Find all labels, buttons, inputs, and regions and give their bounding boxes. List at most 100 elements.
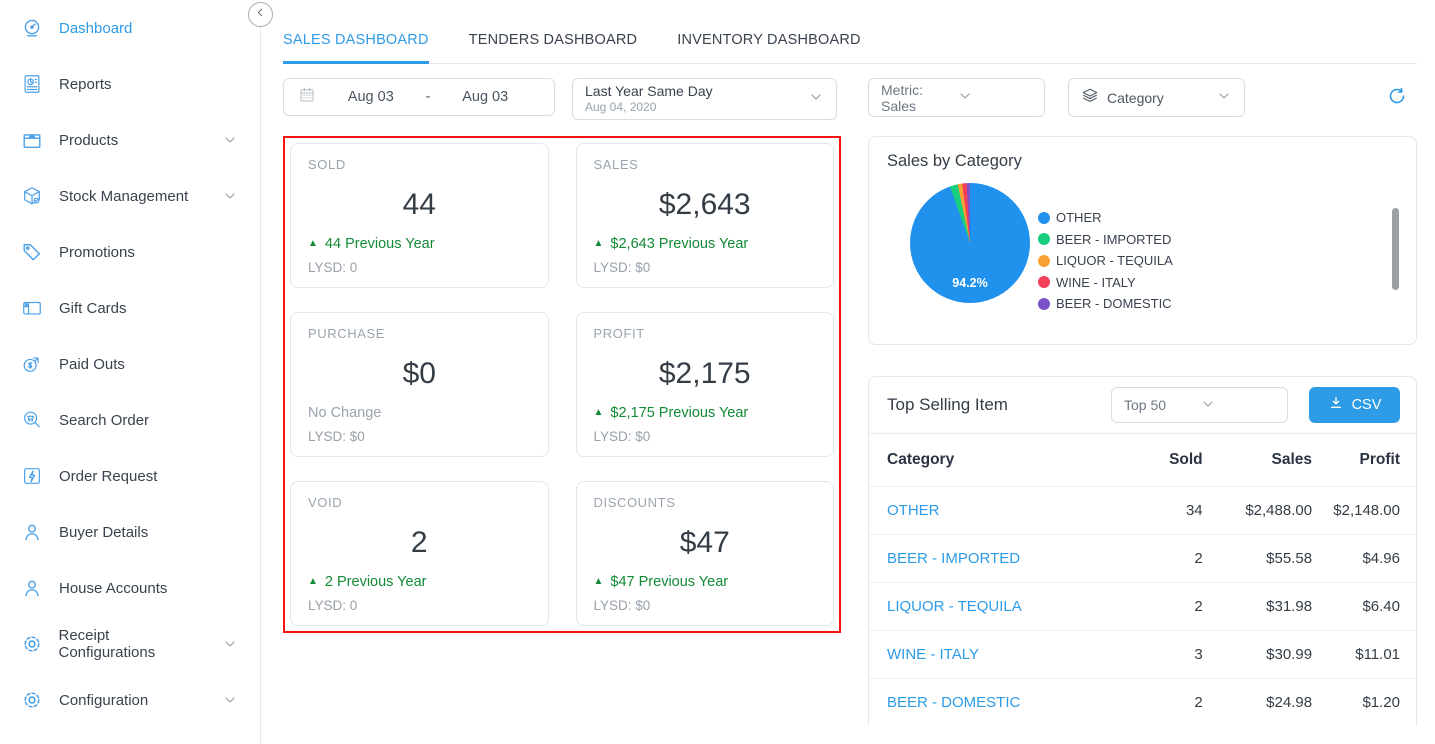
category-link[interactable]: WINE - ITALY: [887, 646, 979, 663]
kpi-delta-text: $2,175 Previous Year: [610, 405, 749, 421]
category-link[interactable]: OTHER: [887, 502, 940, 519]
top-limit-dropdown[interactable]: Top 50: [1111, 387, 1288, 423]
sidebar-item[interactable]: Gift Cards: [0, 280, 260, 336]
dashboard-tab[interactable]: INVENTORY DASHBOARD: [677, 32, 861, 48]
layers-icon: [1081, 87, 1099, 108]
dashboard-icon: [20, 16, 44, 40]
sidebar-item[interactable]: Receipt Configurations: [0, 616, 260, 672]
content-row: SOLD 44 ▲ 44 Previous Year LYSD: 0 SALES…: [283, 136, 1417, 726]
sidebar-item-label: Receipt Configurations: [58, 627, 156, 661]
metric-dropdown[interactable]: Metric: Sales: [868, 78, 1045, 117]
sidebar-item[interactable]: Reports: [0, 56, 260, 112]
legend-item[interactable]: WINE - ITALY: [1038, 272, 1173, 294]
legend-label: BEER - DOMESTIC: [1056, 296, 1172, 312]
chevron-down-icon: [957, 88, 1033, 107]
sidebar-item[interactable]: Configuration: [0, 672, 260, 728]
refresh-button[interactable]: [1387, 86, 1407, 111]
pie-slice-label: 94.2%: [952, 276, 988, 290]
gift-cards-icon: [20, 296, 44, 320]
sidebar-item-label: Dashboard: [59, 19, 133, 37]
grouping-dropdown[interactable]: Category: [1068, 78, 1245, 117]
scrollbar-thumb[interactable]: [1392, 208, 1399, 290]
sidebar-item[interactable]: Order Request: [0, 448, 260, 504]
search-order-icon: [20, 408, 44, 432]
column-header-profit: Profit: [1359, 451, 1400, 468]
sidebar-item[interactable]: Products: [0, 112, 260, 168]
cell-profit: $11.01: [1312, 630, 1416, 679]
sidebar-item[interactable]: Paid Outs: [0, 336, 260, 392]
kpi-highlight-region: SOLD 44 ▲ 44 Previous Year LYSD: 0 SALES…: [283, 136, 841, 633]
category-link[interactable]: LIQUOR - TEQUILA: [887, 598, 1022, 615]
up-arrow-icon: ▲: [308, 576, 318, 587]
buyer-details-icon: [20, 520, 44, 544]
kpi-lysd: LYSD: $0: [593, 260, 651, 275]
legend-item[interactable]: LIQUOR - TEQUILA: [1038, 250, 1173, 272]
sidebar-collapse-button[interactable]: [248, 2, 273, 27]
cell-sold: 3: [1109, 630, 1203, 679]
column-header-category: Category: [887, 451, 955, 468]
sidebar-item-label: House Accounts: [59, 579, 168, 597]
legend-item[interactable]: BEER - IMPORTED: [1038, 229, 1173, 251]
dashboard-tab[interactable]: TENDERS DASHBOARD: [468, 32, 638, 48]
cell-profit: $6.40: [1312, 582, 1416, 631]
kpi-delta: ▲ 2 Previous Year: [308, 574, 531, 590]
sidebar-item-label: Search Order: [59, 411, 150, 429]
cell-sold: 2: [1109, 678, 1203, 726]
up-arrow-icon: ▲: [593, 238, 604, 249]
refresh-icon: [1387, 86, 1407, 111]
top-selling-table: Category Sold Sales Profit OTHER: [869, 433, 1416, 726]
table-row: WINE - ITALY 3 $30.99 $11.01: [869, 630, 1416, 679]
sidebar-item-label: Paid Outs: [59, 355, 125, 373]
csv-export-button[interactable]: CSV: [1309, 387, 1400, 423]
chevron-down-icon: [222, 636, 238, 652]
up-arrow-icon: ▲: [593, 407, 604, 418]
dashboard-tab[interactable]: SALES DASHBOARD: [283, 32, 429, 64]
cell-sales: $55.58: [1202, 534, 1313, 583]
column-header-sold: Sold: [1169, 451, 1203, 468]
sidebar-item[interactable]: Buyer Details: [0, 504, 260, 560]
kpi-delta: ▲ No Change: [308, 405, 531, 421]
category-link[interactable]: BEER - DOMESTIC: [887, 694, 1021, 711]
chevron-down-icon: [808, 89, 824, 110]
legend-dot: [1038, 254, 1050, 267]
table-row: OTHER 34 $2,488.00 $2,148.00: [869, 486, 1416, 535]
sidebar: Dashboard Reports Products St: [0, 0, 273, 744]
sidebar-item[interactable]: House Accounts: [0, 560, 260, 616]
date-range-picker[interactable]: Aug 03 - Aug 03: [283, 78, 555, 116]
sidebar-item[interactable]: Stock Management: [0, 168, 260, 224]
category-link[interactable]: BEER - IMPORTED: [887, 550, 1021, 567]
date-separator: -: [425, 89, 431, 105]
cell-sold: 34: [1109, 486, 1203, 535]
kpi-value: $2,643: [658, 188, 751, 221]
kpi-value: $47: [679, 526, 730, 559]
sidebar-item-label: Configuration: [59, 691, 149, 709]
legend-dot: [1038, 297, 1050, 310]
reports-icon: [20, 72, 44, 96]
kpi-label: VOID: [308, 495, 343, 510]
products-icon: [20, 128, 44, 152]
receipt-configurations-icon: [20, 632, 43, 656]
sidebar-item[interactable]: Search Order: [0, 392, 260, 448]
cell-sales: $30.99: [1202, 630, 1313, 679]
stock-management-icon: [20, 184, 44, 208]
kpi-lysd: LYSD: 0: [308, 598, 358, 613]
cell-sales: $31.98: [1202, 582, 1313, 631]
kpi-label: PURCHASE: [308, 326, 386, 341]
sidebar-item-label: Stock Management: [59, 187, 189, 205]
compare-period-value: Last Year Same Day: [585, 82, 713, 99]
kpi-value: $2,175: [658, 357, 751, 390]
kpi-delta: ▲ $2,175 Previous Year: [594, 405, 817, 421]
chevron-down-icon: [222, 132, 238, 148]
sidebar-item[interactable]: Promotions: [0, 224, 260, 280]
legend-dot: [1038, 233, 1050, 246]
sidebar-item-label: Products: [59, 131, 119, 149]
compare-period-dropdown[interactable]: Last Year Same Day Aug 04, 2020: [572, 78, 837, 120]
kpi-label: PROFIT: [593, 326, 645, 341]
legend-item[interactable]: OTHER: [1038, 207, 1173, 229]
sidebar-item[interactable]: Dashboard: [0, 0, 260, 56]
legend-item[interactable]: BEER - DOMESTIC: [1038, 293, 1173, 315]
download-icon: [1328, 395, 1344, 415]
sales-by-category-card: Sales by Category 94.2% OTHER: [868, 136, 1417, 345]
up-arrow-icon: ▲: [308, 238, 318, 249]
kpi-card: SOLD 44 ▲ 44 Previous Year LYSD: 0: [290, 143, 549, 288]
